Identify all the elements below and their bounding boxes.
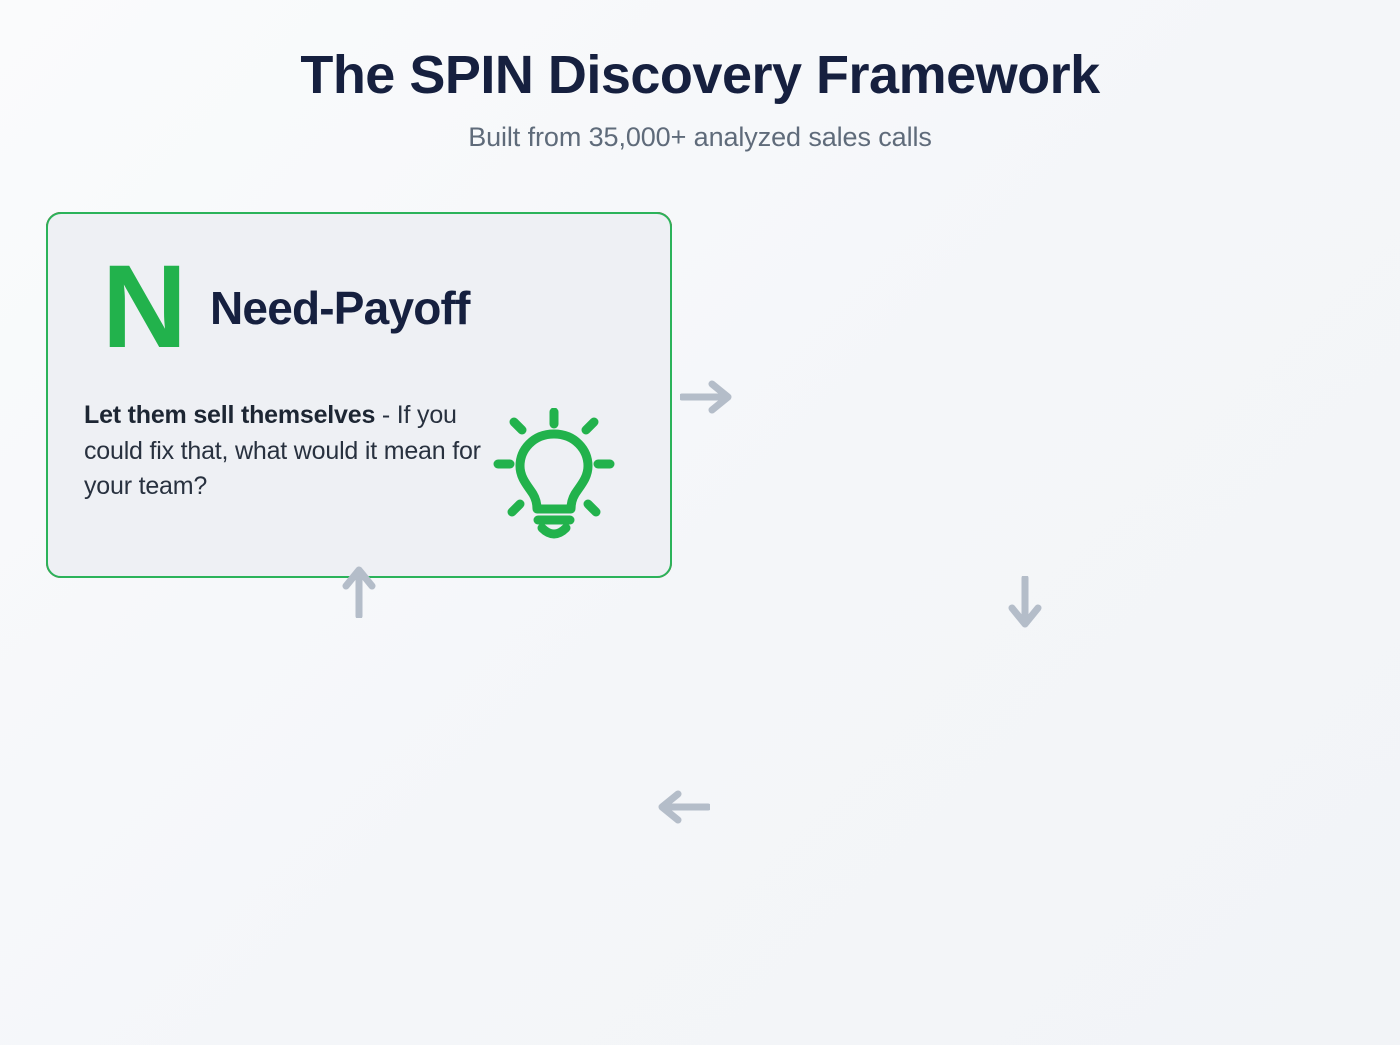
card-needpayoff[interactable]: N Need-Payoff Let them sell themselves -… [46,212,672,578]
page-title: The SPIN Discovery Framework [300,45,1100,105]
arrow-situation-to-problem [678,380,736,419]
arrow-problem-to-needpayoff [1008,574,1042,637]
arrow-implication-to-situation [342,562,376,623]
card-needpayoff-letter: N [101,241,187,374]
card-needpayoff-body: Let them sell themselves - If you could … [84,398,634,545]
lightbulb-icon [490,407,618,545]
card-needpayoff-lead: Let them sell themselves [84,401,376,429]
page-subtitle: Built from 35,000+ analyzed sales calls [468,122,932,153]
card-needpayoff-description: - If you could fix that, what would it m… [84,401,481,500]
card-needpayoff-head: N Need-Payoff [84,248,634,368]
framework-grid: S Situation Establish context - What too… [46,212,1354,1000]
arrow-needpayoff-to-implication [654,790,712,829]
card-needpayoff-title: Need-Payoff [210,282,470,334]
page-header: The SPIN Discovery Framework Built from … [0,0,1400,153]
card-needpayoff-text: Let them sell themselves - If you could … [84,398,484,505]
